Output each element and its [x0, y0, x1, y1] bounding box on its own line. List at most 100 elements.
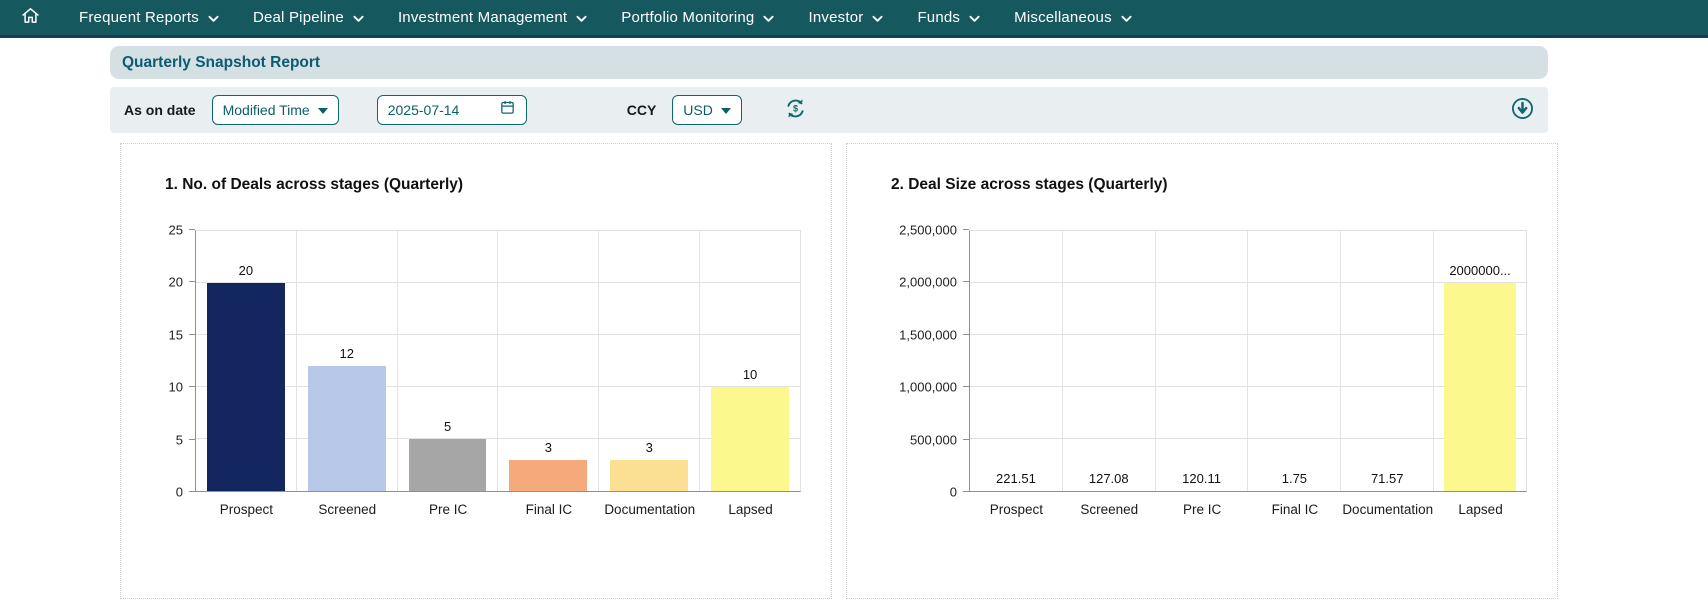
nav-item-funds[interactable]: Funds	[900, 0, 997, 37]
x-label-documentation: Documentation	[1342, 502, 1434, 517]
home-icon	[20, 5, 41, 31]
nav-item-label: Investment Management	[397, 9, 568, 26]
nav-item-label: Deal Pipeline	[252, 9, 344, 26]
nav-item-label: Portfolio Monitoring	[621, 9, 755, 26]
bar-value-label: 127.08	[1088, 471, 1129, 486]
report-title-band: Quarterly Snapshot Report	[110, 46, 1548, 79]
x-axis-labels: Prospect Screened Pre IC Final IC Documentat…	[195, 502, 801, 517]
y-tick-mark	[963, 281, 969, 283]
y-tick-mark	[963, 438, 969, 440]
bar-value-label: 2000000...	[1449, 263, 1511, 278]
chevron-down-icon	[1121, 15, 1132, 23]
chart-card-1: 1. No. of Deals across stages (Quarterly…	[120, 143, 832, 599]
y-tick-mark	[963, 386, 969, 388]
chart-plot-region: 0 5 10 15 20 25 20 12 5 3 3 10 Prospect Screened Pre I…	[147, 224, 801, 517]
plot-column-screened: 12	[297, 231, 398, 491]
bar-lapsed[interactable]	[1444, 283, 1516, 491]
nav-item-label: Miscellaneous	[1014, 9, 1112, 26]
bar-value-label: 221.51	[996, 470, 1036, 486]
plot-wrap: 20 12 5 3 3 10 Prospect Screened Pre IC Final IC D…	[195, 230, 801, 517]
x-label-documentation: Documentation	[604, 502, 696, 517]
charts-row: 1. No. of Deals across stages (Quarterly…	[120, 143, 1558, 599]
chevron-down-icon	[576, 15, 587, 23]
nav-item-investor[interactable]: Investor	[791, 0, 900, 37]
date-type-select[interactable]: Modified Time	[211, 95, 339, 125]
as-on-date-label: As on date	[124, 102, 196, 118]
y-tick-mark	[963, 491, 969, 492]
bar-value-label: 3	[645, 439, 653, 455]
chevron-down-icon	[208, 15, 219, 23]
nav-item-deal-pipeline[interactable]: Deal Pipeline	[236, 0, 381, 37]
x-axis-labels: Prospect Screened Pre IC Final IC Documentat…	[969, 502, 1527, 517]
bar-value-label: 20	[238, 263, 254, 278]
refresh-rates-button[interactable]: $	[784, 97, 807, 123]
plot-column-prospect: 20	[196, 231, 297, 491]
home-button[interactable]	[10, 5, 50, 31]
top-nav: Frequent Reports Deal Pipeline Investment …	[0, 0, 1708, 38]
y-tick-mark	[189, 333, 195, 335]
plot-column-final-ic: 1.75	[1248, 231, 1342, 491]
download-icon	[1511, 97, 1534, 123]
x-label-pre-ic: Pre IC	[428, 502, 468, 517]
bar-value-label: 3	[544, 439, 553, 455]
y-tick-mark	[189, 386, 195, 388]
bar-prospect[interactable]	[206, 283, 285, 491]
bar-documentation[interactable]	[610, 459, 689, 491]
chart-card-2: 2. Deal Size across stages (Quarterly) 0 5…	[846, 143, 1558, 599]
nav-menu: Frequent Reports Deal Pipeline Investment …	[62, 0, 1149, 37]
x-label-lapsed: Lapsed	[728, 502, 773, 517]
y-tick-mark	[189, 229, 195, 230]
chart-plot-region: 0 500,000 1,000,000 1,500,000 2,000,000 2,500…	[873, 224, 1527, 517]
y-tick-mark	[189, 438, 195, 440]
bar-value-label: 10	[742, 367, 758, 382]
nav-item-frequent-reports[interactable]: Frequent Reports	[62, 0, 236, 37]
plot-column-pre-ic: 5	[398, 231, 499, 491]
svg-text:$: $	[793, 104, 798, 114]
plot-column-pre-ic: 120.11	[1156, 231, 1249, 491]
ccy-value: USD	[683, 102, 713, 118]
plot-column-screened: 127.08	[1063, 231, 1156, 491]
y-tick-label: 1,000,000	[899, 379, 957, 395]
nav-item-miscellaneous[interactable]: Miscellaneous	[997, 0, 1149, 37]
plot-wrap: 221.51 127.08 120.11 1.75 71.57 2000000... Pro…	[969, 230, 1527, 517]
plot-column-documentation: 71.57	[1341, 231, 1435, 491]
x-label-prospect: Prospect	[989, 502, 1044, 517]
currency-refresh-icon: $	[784, 97, 807, 123]
date-input[interactable]: 2025-07-14	[376, 95, 527, 125]
x-label-screened: Screened	[318, 502, 377, 517]
plot-column-documentation: 3	[599, 231, 701, 491]
nav-item-portfolio-monitoring[interactable]: Portfolio Monitoring	[604, 0, 791, 37]
y-tick-label: 500,000	[910, 432, 957, 448]
chevron-down-icon	[763, 15, 775, 23]
calendar-icon	[499, 99, 516, 121]
bar-lapsed[interactable]	[711, 387, 789, 491]
y-tick-label: 15	[168, 327, 183, 343]
y-tick-label: 0	[175, 484, 183, 500]
x-label-prospect: Prospect	[219, 502, 274, 517]
y-tick-label: 1,500,000	[899, 327, 957, 343]
chart-title: 1. No. of Deals across stages (Quarterly…	[165, 176, 464, 193]
plot-column-final-ic: 3	[498, 231, 600, 491]
date-value: 2025-07-14	[387, 102, 460, 118]
y-tick-label: 5	[175, 432, 183, 448]
plot-area: 20 12 5 3 3 10	[195, 230, 801, 492]
bar-screened[interactable]	[307, 366, 386, 491]
chart-title: 2. Deal Size across stages (Quarterly)	[891, 176, 1168, 193]
y-tick-label: 2,500,000	[899, 222, 957, 238]
y-tick-label: 25	[168, 222, 183, 238]
x-label-final-ic: Final IC	[1271, 502, 1319, 517]
ccy-select[interactable]: USD	[672, 95, 742, 125]
x-label-pre-ic: Pre IC	[1182, 502, 1222, 517]
bar-value-label: 5	[443, 419, 452, 434]
y-axis: 0 500,000 1,000,000 1,500,000 2,000,000 2,500…	[873, 224, 969, 499]
x-label-screened: Screened	[1080, 502, 1139, 517]
y-tick-label: 0	[949, 484, 957, 500]
chevron-down-icon	[969, 15, 980, 23]
plot-column-lapsed: 2000000...	[1434, 231, 1526, 491]
download-button[interactable]	[1511, 97, 1534, 123]
nav-item-investment-management[interactable]: Investment Management	[381, 0, 604, 37]
x-label-final-ic: Final IC	[525, 502, 573, 517]
y-tick-label: 10	[168, 379, 183, 395]
bar-pre-ic[interactable]	[408, 439, 487, 491]
bar-final-ic[interactable]	[509, 459, 588, 491]
